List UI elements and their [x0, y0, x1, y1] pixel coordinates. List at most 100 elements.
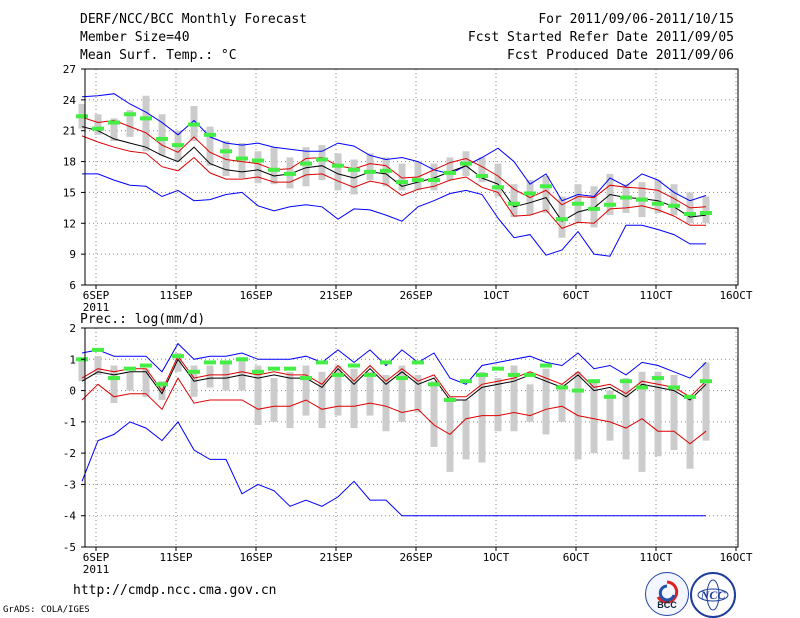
p2-spread-bar-10 — [222, 362, 230, 391]
p2-hist-mark-13 — [268, 366, 280, 371]
p1-spread-bar-13 — [270, 147, 278, 185]
p2-spread-bar-18 — [350, 368, 358, 429]
footer-url[interactable]: http://cmdp.ncc.cma.gov.cn — [73, 583, 277, 598]
p1-xtick-year-label: 2011 — [83, 301, 110, 314]
p1-ytick-label-18: 18 — [63, 156, 76, 169]
p2-spread-bar-39 — [686, 396, 694, 469]
p2-hist-mark-5 — [140, 363, 152, 368]
p2-hist-mark-11 — [236, 357, 248, 362]
p1-hist-mark-18 — [348, 167, 360, 172]
p1-hist-mark-11 — [236, 156, 248, 161]
p1-hist-mark-7 — [172, 143, 184, 148]
p1-hist-mark-6 — [156, 136, 168, 141]
p1-hist-mark-13 — [268, 167, 280, 172]
p2-ytick-label-1: 1 — [69, 353, 76, 366]
p2-spread-bar-2 — [94, 356, 102, 375]
p2-spread-bar-28 — [510, 365, 518, 432]
p1-xtick-label-1OCT: 1OCT — [483, 289, 510, 302]
p1-spread-bar-21 — [398, 163, 406, 191]
p1-hist-mark-38 — [668, 203, 680, 208]
precip-variable-label: Prec.: log(mm/d) — [80, 312, 205, 327]
p2-spread-bar-14 — [286, 371, 294, 429]
p1-ytick-label-21: 21 — [63, 125, 76, 138]
p1-hist-mark-26 — [476, 173, 488, 178]
p1-xtick-label-16OCT: 16OCT — [719, 289, 752, 302]
p1-spread-bar-12 — [254, 151, 262, 184]
p1-spread-bar-28 — [510, 184, 518, 218]
p2-spread-bar-5 — [142, 368, 150, 397]
p2-hist-mark-17 — [332, 372, 344, 377]
p1-hist-mark-31 — [556, 217, 568, 222]
p2-ytick-label--1: -1 — [63, 416, 76, 429]
p2-hist-mark-27 — [492, 366, 504, 371]
p2-xtick-label-16SEP: 16SEP — [239, 551, 272, 564]
p1-hist-mark-17 — [332, 163, 344, 168]
p2-hist-mark-23 — [428, 382, 440, 387]
p1-hist-mark-39 — [684, 212, 696, 217]
p1-series-mean — [81, 126, 707, 222]
p2-spread-bar-12 — [254, 365, 262, 425]
p1-spread-bar-37 — [654, 180, 662, 213]
p2-ytick-label--5: -5 — [63, 541, 76, 554]
forecast-produced-date: Fcst Produced Date 2011/09/06 — [507, 48, 734, 63]
p2-spread-bar-33 — [590, 381, 598, 454]
p1-hist-mark-24 — [444, 170, 456, 175]
p1-hist-mark-15 — [300, 161, 312, 166]
p1-xtick-label-6OCT: 6OCT — [563, 289, 590, 302]
member-size: Member Size=40 — [80, 30, 190, 45]
p2-spread-bar-36 — [638, 371, 646, 472]
p1-spread-bar-19 — [366, 153, 374, 181]
ncc-logo-graphic — [697, 579, 729, 611]
p1-hist-mark-30 — [540, 184, 552, 189]
p2-spread-bar-30 — [542, 368, 550, 435]
p2-ytick-label-0: 0 — [69, 385, 76, 398]
p1-xtick-label-11SEP: 11SEP — [159, 289, 192, 302]
p1-series-p90 — [81, 116, 707, 209]
p1-spread-bar-26 — [478, 157, 486, 183]
p1-series-min — [82, 173, 706, 257]
p2-hist-mark-22 — [412, 360, 424, 365]
p2-spread-bar-17 — [334, 365, 342, 416]
p2-series-mean — [81, 358, 707, 401]
p1-spread-bar-10 — [222, 141, 230, 176]
p1-spread-bar-27 — [494, 163, 502, 197]
p2-ytick-label--3: -3 — [63, 478, 76, 491]
p2-spread-bar-34 — [606, 390, 614, 441]
temp-variable-label: Mean Surf. Temp.: °C — [80, 48, 237, 63]
p2-hist-mark-6 — [156, 382, 168, 387]
p2-series-min — [81, 421, 706, 517]
p2-ytick-label--2: -2 — [63, 447, 76, 460]
p1-ytick-label-12: 12 — [63, 217, 76, 230]
p2-spread-bar-3 — [110, 365, 118, 404]
p2-spread-bar-13 — [270, 378, 278, 422]
p1-hist-mark-2 — [92, 126, 104, 131]
p2-series-p10 — [81, 377, 707, 445]
p2-spread-bar-4 — [126, 371, 134, 391]
p2-series-p90 — [81, 355, 707, 398]
p2-spread-bar-21 — [398, 365, 406, 422]
p1-hist-mark-23 — [428, 178, 440, 183]
p2-spread-bar-20 — [382, 374, 390, 432]
p1-hist-mark-32 — [572, 201, 584, 206]
p2-hist-mark-30 — [540, 363, 552, 368]
forecast-started-date: Fcst Started Refer Date 2011/09/05 — [467, 30, 734, 45]
p1-hist-mark-21 — [396, 180, 408, 185]
p2-xtick-label-11SEP: 11SEP — [159, 551, 192, 564]
p1-hist-mark-19 — [364, 169, 376, 174]
p2-spread-bar-9 — [206, 365, 214, 388]
p1-spread-bar-5 — [142, 95, 150, 152]
p1-spread-bar-30 — [542, 175, 550, 213]
p2-xtick-label-6OCT: 6OCT — [563, 551, 590, 564]
p2-hist-mark-19 — [364, 372, 376, 377]
p2-spread-bar-19 — [366, 371, 374, 416]
p1-spread-bar-15 — [302, 147, 310, 187]
p2-hist-mark-37 — [652, 376, 664, 381]
p2-hist-mark-29 — [524, 372, 536, 377]
ncc-logo-text: NCC — [700, 588, 726, 602]
p2-hist-mark-21 — [396, 376, 408, 381]
p1-hist-mark-27 — [492, 185, 504, 190]
p2-hist-mark-7 — [172, 354, 184, 359]
p2-hist-mark-18 — [348, 363, 360, 368]
p1-spread-bar-9 — [206, 126, 214, 166]
